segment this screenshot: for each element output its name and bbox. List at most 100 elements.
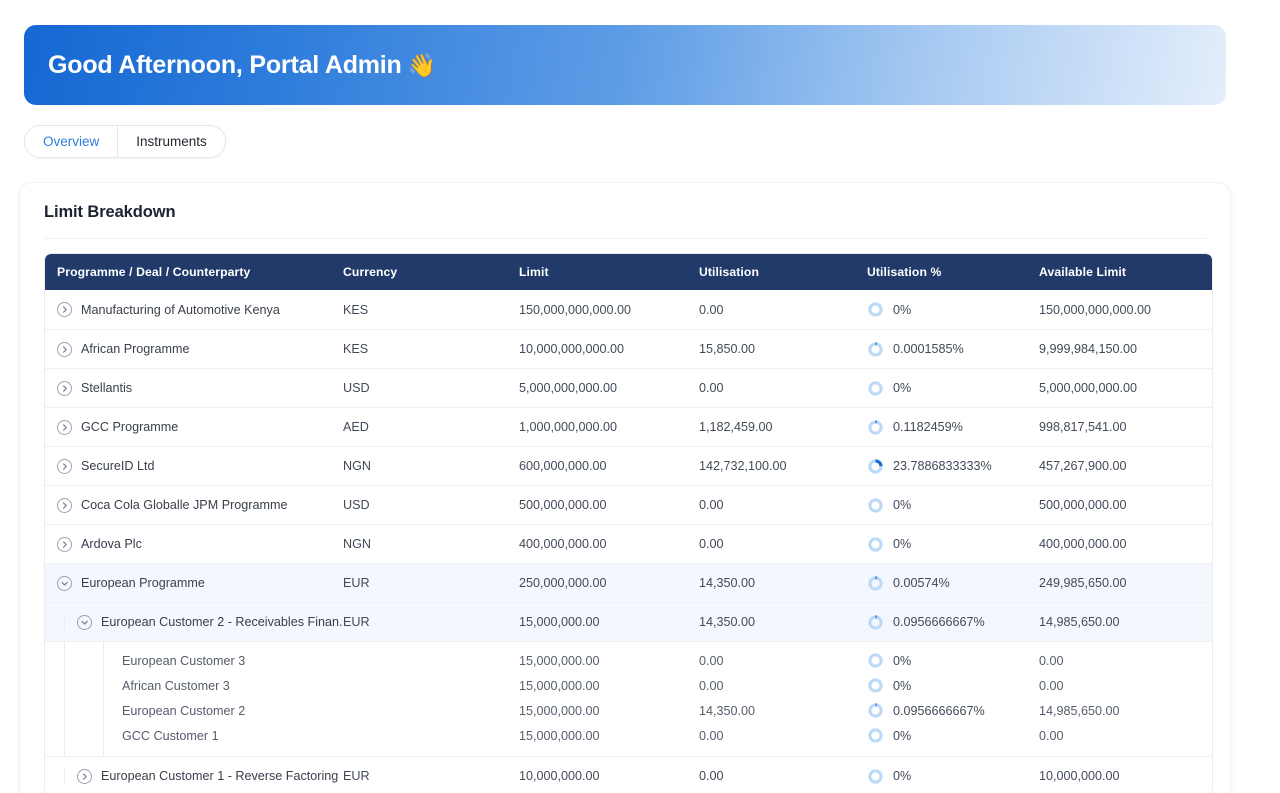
donut-progress-icon bbox=[867, 677, 884, 694]
table-row[interactable]: European Programme EUR 250,000,000.00 14,35… bbox=[45, 563, 1212, 602]
utilisation-pct-label: 0% bbox=[893, 769, 912, 783]
cell-available-limit: 0.00 bbox=[1039, 728, 1064, 743]
chevron-right-circle-icon[interactable] bbox=[57, 302, 72, 317]
chevron-right-circle-icon[interactable] bbox=[77, 768, 92, 784]
programme-cell-content: Stellantis bbox=[45, 380, 133, 396]
table-row[interactable]: Ardova Plc NGN 400,000,000.00 0.00 0% 400,000… bbox=[45, 524, 1212, 563]
chevron-down-circle-icon[interactable] bbox=[77, 614, 92, 630]
cell-programme: European Customer 1 - Reverse Factoring bbox=[45, 768, 343, 784]
cell-currency: USD bbox=[343, 381, 370, 395]
cell-limit: 600,000,000.00 bbox=[519, 459, 607, 473]
cell-utilisation: 142,732,100.00 bbox=[699, 459, 787, 473]
programme-name: SecureID Ltd bbox=[81, 459, 155, 473]
column-header-utilisation[interactable]: Utilisation bbox=[699, 265, 760, 279]
cell-currency: EUR bbox=[343, 576, 370, 590]
column-header-programme[interactable]: Programme / Deal / Counterparty bbox=[57, 265, 251, 279]
cell-limit: 10,000,000.00 bbox=[519, 769, 600, 783]
table-row[interactable]: African Customer 3 15,000,000.00 0.00 0% 0.0… bbox=[104, 673, 1212, 698]
cell-utilisation-pct: 0% bbox=[867, 727, 1039, 744]
cell-programme: Ardova Plc bbox=[45, 536, 343, 552]
cell-utilisation-pct: 0.0956666667% bbox=[867, 702, 1039, 719]
cell-currency: EUR bbox=[343, 615, 370, 629]
chevron-right-circle-icon[interactable] bbox=[57, 458, 72, 474]
programme-name: European Customer 2 - Receivables Finan.… bbox=[101, 615, 343, 629]
cell-utilisation-pct: 0.00574% bbox=[867, 575, 1039, 592]
donut-progress-icon bbox=[867, 575, 884, 592]
programme-cell-content: African Programme bbox=[45, 341, 190, 357]
donut-progress-icon bbox=[867, 380, 884, 397]
column-header-available-limit[interactable]: Available Limit bbox=[1039, 265, 1127, 279]
indent-guide bbox=[45, 768, 65, 784]
table-row[interactable]: European Customer 2 - Receivables Finan.… bbox=[45, 602, 1212, 641]
cell-limit: 15,000,000.00 bbox=[519, 653, 600, 668]
table-row[interactable]: SecureID Ltd NGN 600,000,000.00 142,732,100… bbox=[45, 446, 1212, 485]
table-row[interactable]: European Customer 1 - Reverse Factoring E… bbox=[45, 756, 1212, 793]
table-row[interactable]: GCC Customer 1 15,000,000.00 0.00 0% 0.00 bbox=[104, 723, 1212, 748]
cell-utilisation: 0.00 bbox=[699, 498, 724, 512]
limit-breakdown-card: Limit Breakdown Programme / Deal / Count… bbox=[20, 183, 1230, 793]
cell-available-limit: 14,985,650.00 bbox=[1039, 703, 1120, 718]
chevron-right-circle-icon[interactable] bbox=[57, 419, 72, 435]
table-row[interactable]: GCC Programme AED 1,000,000,000.00 1,182,45… bbox=[45, 407, 1212, 446]
cell-limit: 250,000,000.00 bbox=[519, 576, 607, 590]
cell-currency: KES bbox=[343, 302, 369, 317]
chevron-right-circle-icon[interactable] bbox=[57, 341, 72, 357]
cell-programme: GCC Programme bbox=[45, 419, 343, 435]
table-row[interactable]: European Customer 3 15,000,000.00 0.00 0% 0.… bbox=[104, 648, 1212, 673]
donut-progress-icon bbox=[867, 536, 884, 553]
programme-name: African Programme bbox=[81, 342, 190, 356]
cell-programme: European Customer 2 - Receivables Finan.… bbox=[45, 614, 343, 630]
cell-currency: NGN bbox=[343, 459, 371, 473]
cell-utilisation-pct: 0% bbox=[867, 497, 1039, 514]
table-row[interactable]: Coca Cola Globalle JPM Programme USD 500,0… bbox=[45, 485, 1212, 524]
column-header-utilisation-pct[interactable]: Utilisation % bbox=[867, 265, 942, 279]
cell-currency: KES bbox=[343, 342, 369, 356]
card-divider bbox=[44, 238, 1206, 239]
cell-currency: EUR bbox=[343, 769, 370, 783]
programme-cell-content: European Customer 1 - Reverse Factoring bbox=[65, 768, 339, 784]
cell-available-limit: 400,000,000.00 bbox=[1039, 537, 1127, 551]
cell-available-limit: 998,817,541.00 bbox=[1039, 420, 1127, 434]
chevron-right-circle-icon[interactable] bbox=[57, 497, 72, 513]
column-header-currency[interactable]: Currency bbox=[343, 265, 398, 279]
programme-name: European Customer 1 - Reverse Factoring bbox=[101, 769, 339, 783]
table-row[interactable]: African Programme KES 10,000,000,000.00 15,… bbox=[45, 329, 1212, 368]
chevron-down-circle-icon[interactable] bbox=[57, 575, 72, 591]
cell-programme: SecureID Ltd bbox=[45, 458, 343, 474]
cell-limit: 150,000,000,000.00 bbox=[519, 302, 632, 317]
table-row[interactable]: Manufacturing of Automotive Kenya KES 150,… bbox=[45, 290, 1212, 329]
cell-utilisation: 1,182,459.00 bbox=[699, 420, 773, 434]
table-header-row: Programme / Deal / Counterparty Currency… bbox=[45, 254, 1212, 290]
programme-name: Stellantis bbox=[81, 381, 133, 395]
cell-limit: 400,000,000.00 bbox=[519, 537, 607, 551]
tab-instruments[interactable]: Instruments bbox=[117, 126, 225, 157]
programme-name: GCC Programme bbox=[81, 420, 179, 434]
cell-available-limit: 150,000,000,000.00 bbox=[1039, 302, 1152, 317]
donut-progress-icon bbox=[867, 702, 884, 719]
utilisation-pct-label: 0.00574% bbox=[893, 576, 950, 590]
cell-programme: Coca Cola Globalle JPM Programme bbox=[45, 497, 343, 513]
programme-cell-content: Manufacturing of Automotive Kenya bbox=[45, 302, 280, 317]
cell-programme: European Customer 3 bbox=[122, 653, 246, 668]
page-title: Good Afternoon, Portal Admin 👋 bbox=[48, 51, 436, 80]
table-row[interactable]: Stellantis USD 5,000,000,000.00 0.00 0% 5,000… bbox=[45, 368, 1212, 407]
chevron-right-circle-icon[interactable] bbox=[57, 536, 72, 552]
programme-cell-content: Coca Cola Globalle JPM Programme bbox=[45, 497, 287, 513]
donut-progress-icon bbox=[867, 614, 884, 631]
donut-progress-icon bbox=[867, 727, 884, 744]
cell-limit: 10,000,000,000.00 bbox=[519, 342, 625, 356]
tab-bar: Overview Instruments bbox=[24, 125, 226, 158]
cell-programme: European Customer 2 bbox=[122, 703, 246, 718]
cell-utilisation-pct: 0% bbox=[867, 677, 1039, 694]
donut-progress-icon bbox=[867, 419, 884, 436]
cell-utilisation: 14,350.00 bbox=[699, 576, 756, 590]
table-row[interactable]: European Customer 2 15,000,000.00 14,350.0… bbox=[104, 698, 1212, 723]
utilisation-pct-label: 0% bbox=[893, 302, 912, 317]
cell-currency: NGN bbox=[343, 537, 371, 551]
programme-cell-content: European Programme bbox=[45, 575, 205, 591]
column-header-limit[interactable]: Limit bbox=[519, 265, 549, 279]
tab-overview[interactable]: Overview bbox=[25, 126, 118, 157]
chevron-right-circle-icon[interactable] bbox=[57, 380, 72, 396]
cell-utilisation-pct: 0.1182459% bbox=[867, 419, 1039, 436]
utilisation-pct-label: 0.0956666667% bbox=[893, 615, 985, 629]
